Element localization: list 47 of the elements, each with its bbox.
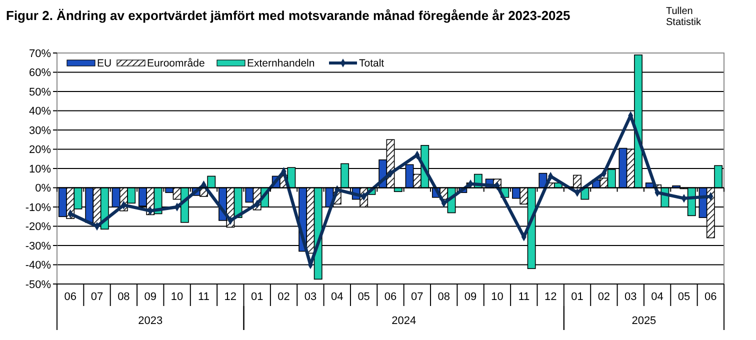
y-tick-label: 0%	[35, 182, 52, 195]
x-tick-label: 04	[331, 291, 344, 303]
x-tick-label: 07	[90, 291, 104, 303]
y-tick-label: 60%	[28, 67, 52, 80]
x-tick-label: 12	[224, 291, 237, 303]
x-tick-label: 12	[544, 291, 557, 303]
text: 2023	[138, 315, 163, 327]
y-tick-label: 20%	[28, 144, 52, 156]
x-tick-label: 01	[571, 291, 584, 303]
y-tick-label: 70%	[28, 48, 52, 60]
x-tick-label: 09	[464, 291, 477, 303]
x-tick-label: 11	[198, 291, 210, 303]
x-tick-label: 06	[704, 291, 717, 303]
x-tick-label: 06	[384, 291, 397, 303]
x-tick-label: 08	[118, 291, 130, 303]
x-tick-label: 07	[411, 291, 424, 303]
y-tick-label: -40%	[25, 260, 52, 272]
x-tick-label: 05	[678, 291, 690, 303]
x-tick-label: 08	[438, 291, 450, 303]
x-tick-label: 04	[651, 291, 664, 303]
legend-label: EU	[97, 58, 112, 70]
x-tick-label: 05	[358, 291, 370, 303]
x-tick-label: 03	[304, 291, 317, 303]
x-tick-label: 09	[144, 291, 157, 303]
x-tick-label: 10	[491, 291, 504, 303]
legend-label: Euroområde	[147, 58, 205, 70]
text: Tullen Statistik	[666, 6, 702, 28]
y-tick-label: -50%	[25, 278, 52, 291]
x-tick-label: 03	[624, 291, 637, 303]
text: 2025	[632, 315, 656, 327]
y-tick-label: 50%	[28, 86, 52, 98]
x-tick-label: 02	[278, 291, 290, 303]
chart-title: Figur 2. Ändring av exportvärdet jämfört med motsvarande månad föregående år 2023-2025	[6, 8, 570, 23]
y-tick-label: 40%	[28, 106, 52, 118]
legend-label: Externhandeln	[247, 58, 315, 70]
legend-label: Totalt	[359, 58, 384, 70]
x-tick-label: 02	[598, 291, 610, 303]
x-tick-label: 06	[64, 291, 76, 303]
x-tick-label: 11	[518, 291, 530, 303]
y-tick-label: 10%	[28, 163, 52, 176]
y-tick-label: -30%	[25, 240, 52, 252]
y-tick-label: -20%	[25, 221, 52, 234]
x-tick-label: 01	[250, 291, 264, 303]
y-tick-label: -10%	[25, 202, 52, 214]
x-tick-label: 10	[170, 291, 184, 303]
y-tick-label: 30%	[28, 124, 52, 137]
text: 2024	[392, 315, 416, 327]
